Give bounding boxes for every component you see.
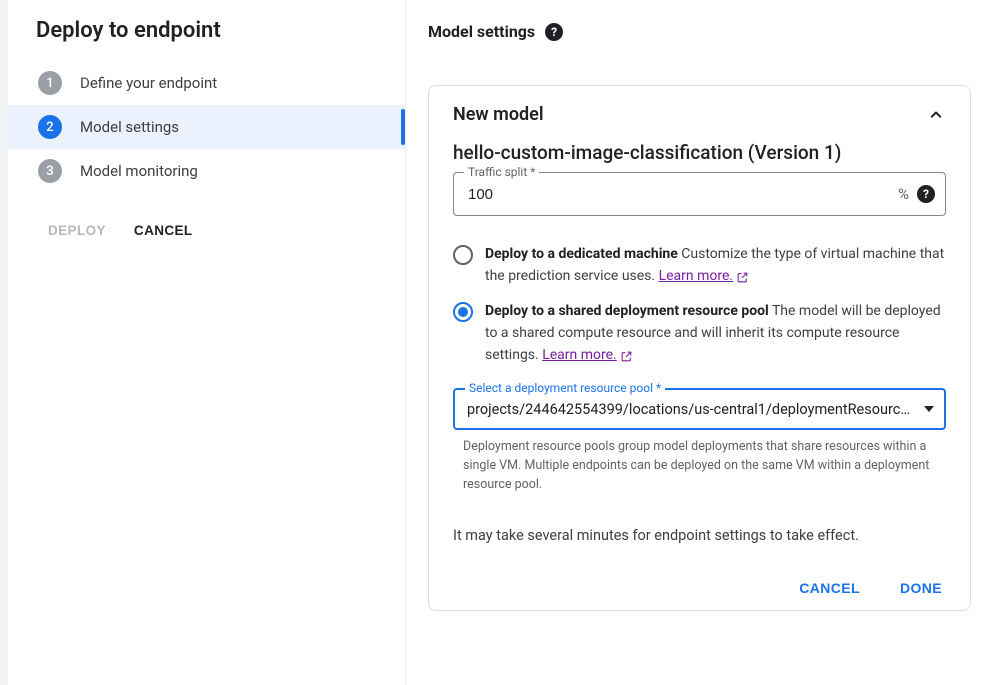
radio-icon[interactable]	[453, 245, 473, 265]
step-number-badge: 3	[38, 159, 62, 183]
section-header: Model settings ?	[428, 22, 971, 41]
resource-pool-label: Select a deployment resource pool *	[465, 381, 665, 395]
step-define-endpoint[interactable]: 1 Define your endpoint	[8, 61, 405, 105]
card-cancel-button[interactable]: CANCEL	[799, 580, 860, 596]
radio-shared-pool[interactable]: Deploy to a shared deployment resource p…	[453, 301, 946, 366]
help-icon[interactable]: ?	[917, 185, 935, 203]
model-card: New model hello-custom-image-classificat…	[428, 85, 971, 611]
resource-pool-select-wrap: Select a deployment resource pool * proj…	[453, 388, 946, 494]
radio-icon[interactable]	[453, 302, 473, 322]
section-title: Model settings	[428, 22, 535, 41]
card-done-button[interactable]: DONE	[900, 580, 942, 596]
resource-pool-value: projects/244642554399/locations/us-centr…	[467, 401, 916, 418]
app-root: Deploy to endpoint 1 Define your endpoin…	[0, 0, 987, 685]
model-name: hello-custom-image-classification (Versi…	[453, 141, 946, 164]
stepper-sidebar: Deploy to endpoint 1 Define your endpoin…	[8, 0, 406, 685]
external-link-icon	[736, 270, 749, 283]
step-model-settings[interactable]: 2 Model settings	[8, 105, 405, 149]
step-label: Model settings	[80, 118, 179, 136]
radio-title: Deploy to a dedicated machine	[485, 246, 678, 262]
deploy-button: DEPLOY	[48, 223, 106, 238]
collapse-icon[interactable]	[926, 105, 946, 125]
main-panel: Model settings ? New model hello-custom-…	[406, 0, 987, 685]
card-header: New model	[453, 104, 946, 125]
external-link-icon	[620, 349, 633, 362]
learn-more-text: Learn more.	[659, 266, 734, 288]
sidebar-title: Deploy to endpoint	[8, 16, 405, 61]
resource-pool-select[interactable]: Select a deployment resource pool * proj…	[453, 388, 946, 430]
resource-pool-helper: Deployment resource pools group model de…	[463, 438, 944, 494]
traffic-split-label: Traffic split *	[464, 165, 539, 179]
radio-title: Deploy to a shared deployment resource p…	[485, 303, 769, 319]
card-actions: CANCEL DONE	[453, 580, 946, 596]
radio-text: Deploy to a shared deployment resource p…	[485, 301, 946, 366]
learn-more-link[interactable]: Learn more.	[542, 345, 633, 367]
percent-suffix: %	[898, 185, 909, 203]
radio-text: Deploy to a dedicated machine Customize …	[485, 244, 946, 287]
step-model-monitoring[interactable]: 3 Model monitoring	[8, 149, 405, 193]
help-icon[interactable]: ?	[545, 23, 563, 41]
step-number-badge: 1	[38, 71, 62, 95]
card-title: New model	[453, 104, 544, 125]
dropdown-caret-icon	[924, 406, 934, 412]
cancel-button[interactable]: CANCEL	[134, 223, 193, 238]
step-label: Model monitoring	[80, 162, 198, 180]
radio-dedicated-machine[interactable]: Deploy to a dedicated machine Customize …	[453, 244, 946, 287]
step-label: Define your endpoint	[80, 74, 217, 92]
learn-more-text: Learn more.	[542, 345, 617, 367]
step-number-badge: 2	[38, 115, 62, 139]
sidebar-actions: DEPLOY CANCEL	[8, 193, 405, 238]
learn-more-link[interactable]: Learn more.	[659, 266, 750, 288]
traffic-split-field[interactable]: Traffic split * % ?	[453, 172, 946, 216]
traffic-split-input[interactable]	[468, 186, 894, 203]
settings-delay-note: It may take several minutes for endpoint…	[453, 527, 946, 544]
